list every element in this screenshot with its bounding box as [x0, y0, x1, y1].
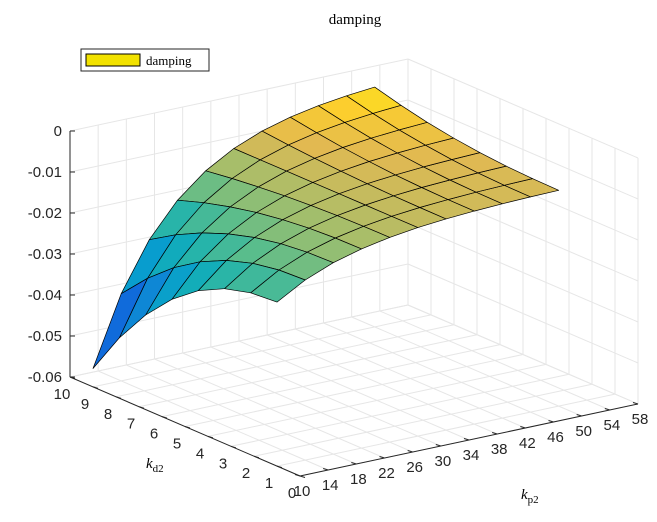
y-tick-label: 5: [173, 436, 181, 453]
floor-grid-line-y: [230, 373, 570, 447]
z-tick-label: -0.05: [28, 328, 62, 345]
y-tick-mark: [184, 426, 191, 429]
side-wall-grid-z: [407, 304, 639, 405]
y-tick-label: 6: [150, 426, 158, 443]
x-tick-mark: [604, 408, 610, 411]
z-tick-label: -0.03: [28, 246, 62, 263]
floor-grid-line-y: [161, 344, 501, 418]
floor-grid-line-y: [253, 383, 593, 457]
x-tick-mark: [407, 450, 413, 453]
y-tick-label: 2: [242, 465, 250, 482]
surface-mesh: [92, 86, 560, 369]
x-tick-label: 22: [378, 465, 395, 482]
legend-swatch: [85, 53, 141, 67]
y-tick-mark: [299, 475, 306, 478]
x-axis-label: kp2: [521, 487, 539, 506]
legend: damping: [80, 48, 210, 72]
chart-axes: [69, 130, 639, 478]
x-tick-label: 26: [406, 459, 423, 476]
x-tick-label: 58: [632, 411, 649, 428]
z-tick-label: -0.01: [28, 164, 62, 181]
side-wall-grid-z: [407, 58, 639, 159]
x-tick-label: 46: [547, 429, 564, 446]
back-wall-grid-z: [69, 304, 409, 378]
y-tick-label: 9: [81, 396, 89, 413]
y-tick-mark: [115, 396, 122, 399]
z-tick-label: 0: [54, 123, 62, 140]
y-tick-label: 10: [54, 386, 71, 403]
floor-grid-line-y: [207, 363, 547, 437]
y-tick-label: 0: [288, 485, 296, 502]
x-tick-mark: [548, 420, 554, 423]
y-tick-mark: [207, 435, 214, 439]
back-wall-grid-z: [69, 58, 409, 132]
y-tick-label: 3: [219, 455, 227, 472]
x-tick-mark: [632, 402, 639, 405]
x-tick-label: 30: [434, 453, 451, 470]
chart-title: damping: [329, 12, 382, 28]
side-wall-grid-z: [407, 99, 639, 200]
tick-labels: 10 14 18 22 26 30 34 38 42 46 50 54 580123456789100-…: [28, 123, 649, 502]
y-tick-label: 8: [104, 406, 112, 423]
y-tick-mark: [161, 416, 168, 419]
x-tick-label: 10: [294, 483, 311, 500]
x-tick-mark: [323, 468, 329, 471]
x-tick-mark: [576, 414, 582, 417]
y-tick-label: 7: [127, 416, 135, 433]
x-tick-mark: [463, 438, 470, 441]
floor-grid-line-y: [92, 314, 432, 388]
z-tick-label: -0.02: [28, 205, 62, 222]
x-tick-mark: [351, 462, 357, 465]
x-tick-label: 50: [575, 423, 592, 440]
y-tick-mark: [276, 465, 283, 469]
floor-grid-line-y: [115, 324, 455, 398]
x-tick-mark: [379, 456, 385, 459]
x-tick-mark: [294, 474, 301, 477]
y-tick-mark: [230, 445, 237, 449]
y-tick-mark: [253, 455, 260, 459]
z-tick-label: -0.04: [28, 287, 62, 304]
floor-grid-line-y: [276, 393, 616, 467]
x-tick-label: 18: [350, 471, 367, 488]
side-wall-grid-z: [407, 263, 639, 364]
side-wall-grid-z: [407, 222, 639, 323]
floor-grid-line-y: [184, 354, 524, 427]
x-tick-label: 14: [322, 477, 339, 494]
x-tick-mark: [492, 432, 498, 435]
surface-facet: [92, 277, 148, 369]
floor-grid-line-y: [138, 334, 478, 408]
x-tick-label: 54: [603, 417, 620, 434]
y-tick-label: 4: [196, 445, 204, 462]
y-tick-mark: [92, 386, 99, 389]
x-tick-label: 34: [463, 447, 480, 464]
legend-label: damping: [146, 53, 192, 68]
x-tick-mark: [520, 426, 526, 429]
z-tick-label: -0.06: [28, 369, 62, 386]
y-tick-label: 1: [265, 475, 273, 492]
y-axis-label: kd2: [146, 456, 164, 475]
y-tick-mark: [138, 406, 145, 409]
x-tick-mark: [435, 444, 441, 447]
x-tick-label: 38: [491, 441, 508, 458]
x-tick-label: 42: [519, 435, 536, 452]
